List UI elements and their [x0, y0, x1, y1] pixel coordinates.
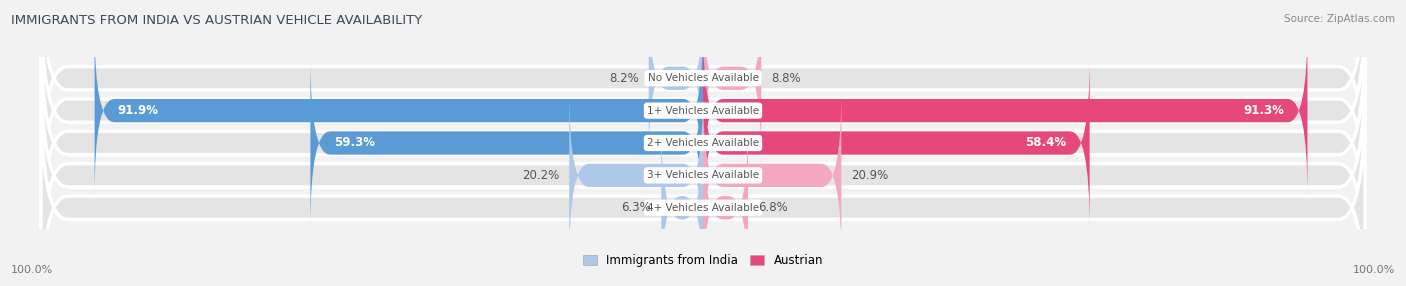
Text: 91.3%: 91.3% [1243, 104, 1284, 117]
Text: 100.0%: 100.0% [1353, 265, 1395, 275]
Text: 91.9%: 91.9% [118, 104, 159, 117]
FancyBboxPatch shape [41, 25, 1365, 261]
Text: Source: ZipAtlas.com: Source: ZipAtlas.com [1284, 14, 1395, 24]
Text: 8.2%: 8.2% [609, 72, 638, 85]
FancyBboxPatch shape [41, 57, 1365, 286]
FancyBboxPatch shape [703, 0, 761, 164]
FancyBboxPatch shape [703, 90, 841, 261]
Legend: Immigrants from India, Austrian: Immigrants from India, Austrian [579, 251, 827, 271]
Text: 100.0%: 100.0% [11, 265, 53, 275]
FancyBboxPatch shape [703, 57, 1090, 229]
Text: 6.3%: 6.3% [621, 201, 651, 214]
Text: 1+ Vehicles Available: 1+ Vehicles Available [647, 106, 759, 116]
Text: 58.4%: 58.4% [1025, 136, 1067, 150]
Text: IMMIGRANTS FROM INDIA VS AUSTRIAN VEHICLE AVAILABILITY: IMMIGRANTS FROM INDIA VS AUSTRIAN VEHICL… [11, 14, 422, 27]
FancyBboxPatch shape [661, 122, 703, 286]
FancyBboxPatch shape [569, 90, 703, 261]
Text: 2+ Vehicles Available: 2+ Vehicles Available [647, 138, 759, 148]
FancyBboxPatch shape [311, 57, 703, 229]
Text: 20.2%: 20.2% [522, 169, 560, 182]
Text: 59.3%: 59.3% [333, 136, 374, 150]
Text: 3+ Vehicles Available: 3+ Vehicles Available [647, 170, 759, 180]
Text: 8.8%: 8.8% [772, 72, 801, 85]
FancyBboxPatch shape [703, 25, 1308, 196]
FancyBboxPatch shape [648, 0, 703, 164]
FancyBboxPatch shape [41, 0, 1365, 229]
FancyBboxPatch shape [41, 0, 1365, 196]
Text: No Vehicles Available: No Vehicles Available [648, 73, 758, 83]
FancyBboxPatch shape [94, 25, 703, 196]
Text: 6.8%: 6.8% [758, 201, 787, 214]
FancyBboxPatch shape [41, 90, 1365, 286]
Text: 20.9%: 20.9% [851, 169, 889, 182]
FancyBboxPatch shape [703, 122, 748, 286]
Text: 4+ Vehicles Available: 4+ Vehicles Available [647, 203, 759, 213]
